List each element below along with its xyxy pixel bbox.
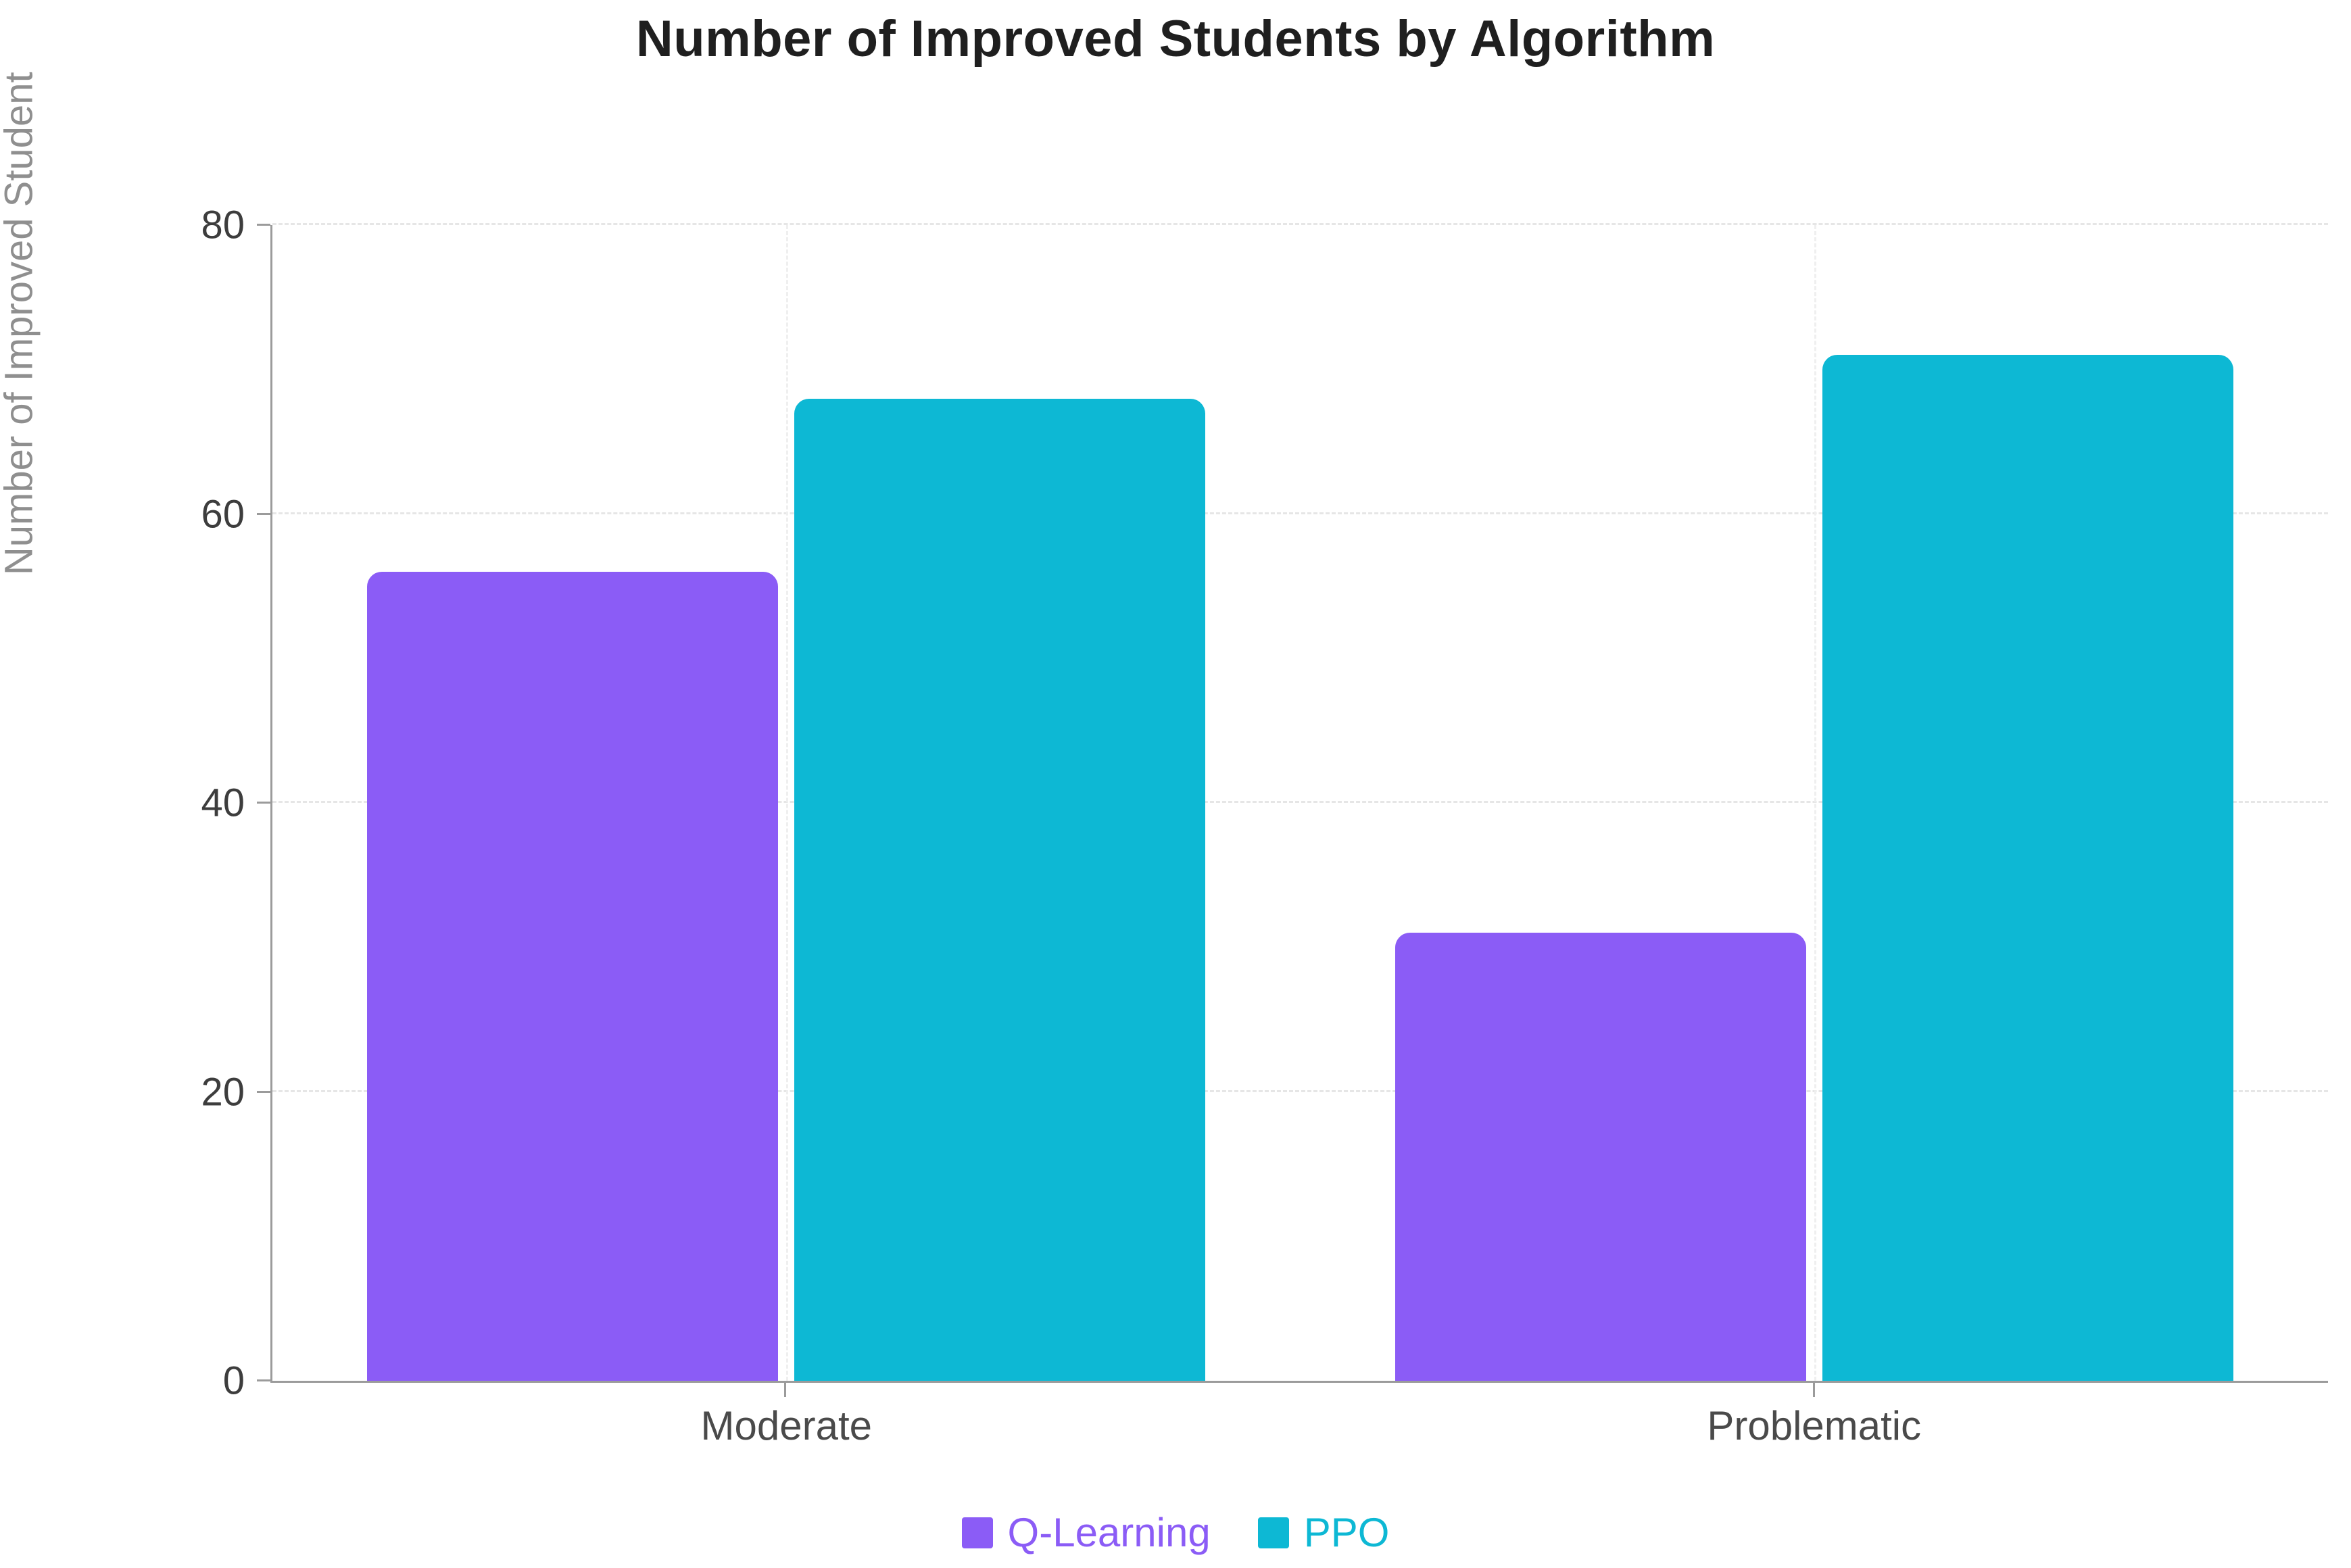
- y-axis-label: Number of Improved Student: [0, 72, 41, 576]
- x-tick-mark: [1813, 1382, 1815, 1397]
- bar-q-learning-moderate: [367, 572, 779, 1381]
- legend-item-q-learning: Q-Learning: [961, 1509, 1211, 1556]
- legend-item-ppo: PPO: [1257, 1509, 1390, 1556]
- plot-area: 0 20 40 60 80: [201, 203, 2328, 1403]
- y-tick-label: 0: [222, 1358, 245, 1403]
- gridline: [272, 512, 2328, 514]
- y-tick-label: 80: [201, 203, 245, 247]
- legend-swatch-icon: [1257, 1517, 1289, 1548]
- y-tick-mark: [257, 224, 270, 226]
- y-tick-label: 60: [201, 492, 245, 536]
- y-tick-mark: [257, 802, 270, 804]
- bar-q-learning-problematic: [1395, 933, 1806, 1381]
- x-axis-label-moderate: Moderate: [700, 1403, 872, 1448]
- category-group-problematic: [1301, 225, 2329, 1381]
- x-axis-label-problematic: Problematic: [1707, 1403, 1922, 1448]
- y-tick-mark: [257, 1090, 270, 1093]
- vertical-gridline: [786, 225, 789, 1381]
- legend-label: Q-Learning: [1007, 1510, 1211, 1555]
- gridline: [272, 1089, 2328, 1092]
- vertical-gridline: [1814, 225, 1816, 1381]
- x-axis-line: [270, 1381, 2328, 1383]
- chart-title: Number of Improved Students by Algorithm: [635, 10, 1716, 68]
- gridline: [272, 223, 2328, 225]
- y-tick-mark: [257, 512, 270, 515]
- y-tick-label: 40: [201, 781, 245, 825]
- bar-ppo-problematic: [1822, 355, 2233, 1381]
- y-tick-label: 20: [201, 1070, 245, 1114]
- legend-swatch-icon: [961, 1517, 993, 1548]
- category-group-moderate: [272, 225, 1301, 1381]
- gridline: [272, 801, 2328, 803]
- bar-ppo-moderate: [794, 398, 1206, 1381]
- x-tick-mark: [784, 1382, 786, 1397]
- x-axis-labels: Moderate Problematic: [272, 1402, 2328, 1449]
- y-tick-mark: [257, 1379, 270, 1381]
- legend: Q-Learning PPO: [0, 1509, 2351, 1556]
- y-axis-line: [270, 225, 272, 1381]
- bars-row: [272, 225, 2328, 1381]
- legend-label: PPO: [1303, 1510, 1390, 1555]
